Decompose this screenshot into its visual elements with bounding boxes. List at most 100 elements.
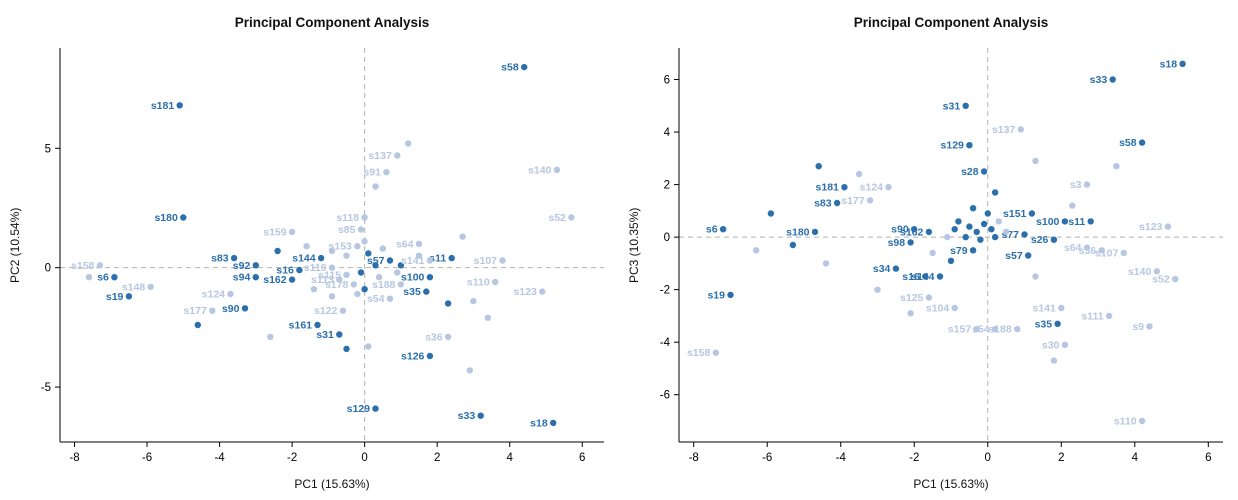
- svg-text:0: 0: [664, 232, 670, 244]
- svg-text:s11: s11: [1068, 216, 1085, 228]
- svg-text:s137: s137: [368, 150, 392, 162]
- svg-text:s113: s113: [311, 274, 334, 286]
- svg-text:s144: s144: [911, 271, 935, 283]
- svg-text:s52: s52: [1152, 274, 1170, 286]
- svg-text:s100: s100: [1036, 216, 1060, 228]
- svg-text:2: 2: [664, 180, 670, 192]
- y-axis-label: PC2 (10.54%): [8, 207, 22, 283]
- svg-text:0: 0: [361, 452, 367, 464]
- svg-text:s115: s115: [318, 269, 341, 281]
- svg-text:s83: s83: [814, 198, 832, 210]
- svg-text:s158: s158: [687, 347, 711, 359]
- svg-text:s129: s129: [347, 403, 371, 415]
- svg-text:s30: s30: [1042, 339, 1060, 351]
- svg-text:s158: s158: [71, 260, 95, 272]
- svg-text:6: 6: [579, 452, 585, 464]
- svg-text:s64: s64: [396, 238, 414, 250]
- svg-text:s159: s159: [263, 226, 287, 238]
- svg-text:s111: s111: [1081, 310, 1103, 322]
- svg-text:s107: s107: [474, 255, 498, 267]
- svg-text:s52: s52: [548, 212, 566, 224]
- svg-text:0: 0: [985, 452, 991, 464]
- svg-text:s35: s35: [1035, 318, 1053, 330]
- svg-text:-6: -6: [762, 452, 772, 464]
- svg-text:s9: s9: [1132, 321, 1144, 333]
- svg-text:s162: s162: [900, 226, 924, 238]
- pca-panel-pc1-pc2: -8 -6 -4 -2 0 2 4 6 -5 0 5 s58 s181 s180 s83 s6 s19 s90 s1…: [8, 15, 604, 491]
- svg-text:s36: s36: [425, 331, 443, 343]
- svg-text:s33: s33: [1090, 74, 1108, 86]
- svg-text:s118: s118: [336, 212, 359, 224]
- svg-text:s177: s177: [183, 305, 207, 317]
- svg-text:s123: s123: [513, 286, 537, 298]
- svg-text:s125: s125: [900, 292, 924, 304]
- pca-panel-pc1-pc3: -8 -6 -4 -2 0 2 4 6 -6 -4 -2 0 2 4 6 s18 s33 s31 s129 s58 s1…: [619, 0, 1238, 500]
- svg-text:s33: s33: [458, 410, 476, 422]
- svg-text:-2: -2: [909, 452, 919, 464]
- svg-text:4: 4: [664, 127, 671, 139]
- svg-text:s57: s57: [367, 255, 385, 267]
- svg-text:s31: s31: [943, 100, 961, 112]
- svg-text:s16: s16: [902, 271, 920, 283]
- svg-text:-8: -8: [69, 452, 79, 464]
- svg-text:-4: -4: [836, 452, 847, 464]
- svg-text:s19: s19: [106, 291, 124, 303]
- svg-text:s140: s140: [1128, 266, 1152, 278]
- svg-text:s157: s157: [948, 324, 972, 336]
- svg-text:-5: -5: [41, 382, 51, 394]
- svg-text:s11: s11: [429, 253, 446, 265]
- svg-text:s54: s54: [367, 293, 385, 305]
- svg-text:s119: s119: [304, 262, 327, 274]
- svg-text:s57: s57: [1005, 250, 1023, 262]
- svg-text:s6: s6: [97, 272, 109, 284]
- svg-text:s178: s178: [325, 279, 349, 291]
- y-axis-label: PC3 (10.35%): [627, 207, 641, 283]
- svg-text:s34: s34: [873, 263, 891, 275]
- svg-text:-2: -2: [287, 452, 297, 464]
- svg-text:4: 4: [507, 452, 514, 464]
- svg-text:s31: s31: [316, 329, 334, 341]
- scatter-plot-pc1-pc3: -8 -6 -4 -2 0 2 4 6 -6 -4 -2 0 2 4 6 s18 s33 s31 s129 s58 s1…: [660, 48, 1223, 464]
- svg-text:6: 6: [664, 75, 670, 87]
- svg-text:s90: s90: [891, 224, 909, 236]
- svg-text:s107: s107: [1095, 247, 1119, 259]
- svg-text:-8: -8: [689, 452, 699, 464]
- svg-text:s110: s110: [1114, 416, 1137, 428]
- svg-text:s83: s83: [211, 253, 229, 265]
- svg-text:s110: s110: [467, 277, 490, 289]
- svg-text:s91: s91: [363, 167, 381, 179]
- svg-text:s124: s124: [202, 289, 226, 301]
- svg-text:s124: s124: [860, 182, 884, 194]
- svg-text:s123: s123: [1139, 221, 1163, 233]
- svg-text:s141: s141: [1032, 303, 1056, 315]
- svg-text:s64: s64: [1064, 242, 1082, 254]
- scatter-plot-pc1-pc2: -8 -6 -4 -2 0 2 4 6 -5 0 5 s58 s181 s180 s83 s6 s19 s90 s1…: [41, 48, 604, 464]
- svg-text:s177: s177: [841, 195, 865, 207]
- svg-text:s54: s54: [972, 324, 990, 336]
- svg-text:-4: -4: [660, 337, 671, 349]
- svg-text:s140: s140: [528, 164, 552, 176]
- svg-text:2: 2: [1058, 452, 1064, 464]
- svg-text:s18: s18: [1160, 58, 1178, 70]
- svg-text:s26: s26: [1031, 234, 1049, 246]
- svg-text:s58: s58: [1119, 137, 1137, 149]
- svg-text:s98: s98: [888, 237, 906, 249]
- svg-text:s181: s181: [151, 100, 175, 112]
- svg-text:s148: s148: [122, 281, 146, 293]
- svg-text:s151: s151: [1003, 208, 1027, 220]
- svg-text:s181: s181: [816, 182, 840, 194]
- svg-text:6: 6: [1205, 452, 1211, 464]
- x-axis-label: PC1 (15.63%): [294, 477, 370, 491]
- svg-text:s16: s16: [276, 265, 294, 277]
- svg-text:s90: s90: [222, 303, 240, 315]
- svg-text:s94: s94: [233, 272, 251, 284]
- svg-text:s104: s104: [926, 303, 950, 315]
- svg-text:s144: s144: [292, 253, 316, 265]
- svg-text:0: 0: [45, 263, 51, 275]
- svg-text:s18: s18: [530, 417, 548, 429]
- svg-text:s85: s85: [338, 224, 356, 236]
- svg-text:s79: s79: [950, 245, 968, 257]
- svg-text:s6: s6: [706, 224, 718, 236]
- svg-text:-6: -6: [142, 452, 152, 464]
